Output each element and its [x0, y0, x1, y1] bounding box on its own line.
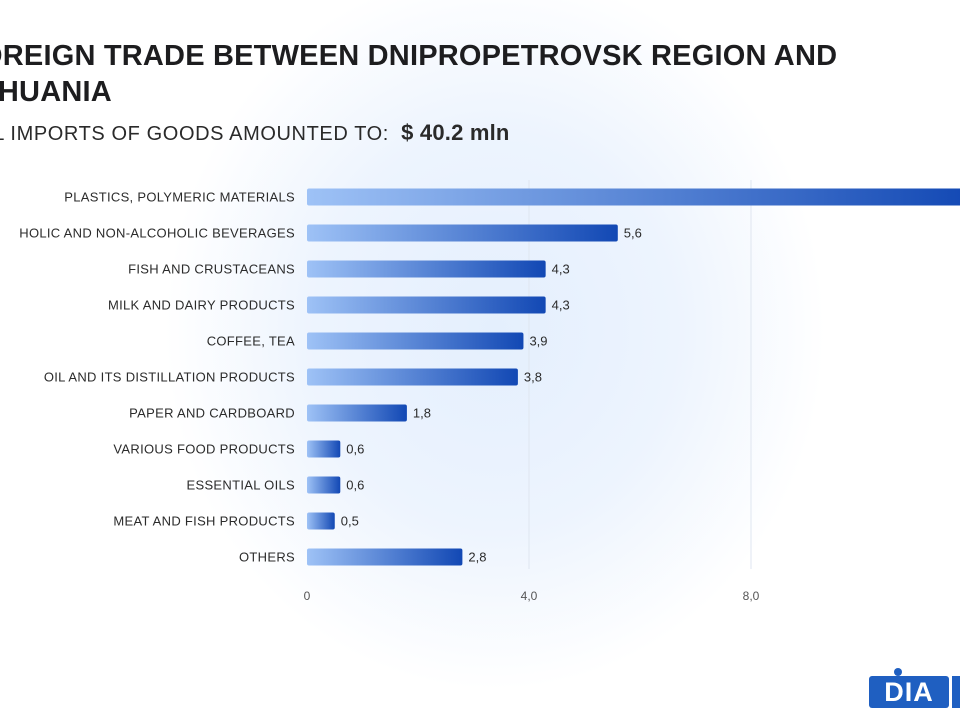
value-label: 4,3	[552, 298, 570, 313]
category-label: OIL AND ITS DISTILLATION PRODUCTS	[44, 370, 295, 385]
bar	[307, 440, 341, 458]
category-label: OTHERS	[239, 550, 295, 565]
x-tick-label: 0	[304, 589, 311, 603]
category-label: PAPER AND CARDBOARD	[129, 406, 295, 421]
category-label: COFFEE, TEA	[207, 334, 295, 349]
value-label: 0,5	[341, 514, 359, 529]
x-tick-label: 8,0	[743, 589, 760, 603]
value-label: 0,6	[346, 478, 364, 493]
bar	[307, 368, 518, 386]
bar	[307, 332, 524, 350]
logo-dot	[894, 668, 902, 676]
logo-side-mark	[952, 676, 960, 708]
value-label: 3,8	[524, 370, 542, 385]
logo-text: DIA	[869, 676, 949, 708]
bar	[307, 296, 546, 314]
subtitle: TAL IMPORTS OF GOODS AMOUNTED TO: $ 40.2…	[0, 120, 510, 146]
value-label: 1,8	[413, 406, 431, 421]
dia-logo: DIA	[869, 668, 960, 708]
category-label: FISH AND CRUSTACEANS	[128, 262, 295, 277]
category-label: ESSENTIAL OILS	[187, 478, 296, 493]
bar	[307, 260, 546, 278]
bar	[307, 224, 618, 242]
value-label: 0,6	[346, 442, 364, 457]
x-tick-label: 4,0	[521, 589, 538, 603]
value-label: 5,6	[624, 226, 642, 241]
category-label: PLASTICS, POLYMERIC MATERIALS	[64, 190, 295, 205]
category-label: HOLIC AND NON-ALCOHOLIC BEVERAGES	[19, 226, 295, 241]
bar	[307, 188, 960, 206]
value-label: 4,3	[552, 262, 570, 277]
category-label: VARIOUS FOOD PRODUCTS	[113, 442, 295, 457]
bar	[307, 404, 407, 422]
bar	[307, 512, 335, 530]
bar	[307, 548, 463, 566]
bar	[307, 476, 341, 494]
page-title: OREIGN TRADE BETWEEN DNIPROPETROVSK REGI…	[0, 40, 838, 108]
category-label: MEAT AND FISH PRODUCTS	[113, 514, 295, 529]
value-label: 3,9	[529, 334, 547, 349]
value-label: 2,8	[468, 550, 486, 565]
subtitle-value: $ 40.2 mln	[401, 120, 510, 145]
category-label: MILK AND DAIRY PRODUCTS	[108, 298, 295, 313]
subtitle-label: TAL IMPORTS OF GOODS AMOUNTED TO:	[0, 123, 389, 145]
